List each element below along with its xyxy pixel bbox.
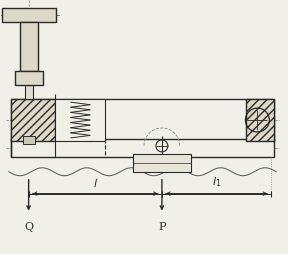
Bar bbox=[11, 100, 56, 141]
Bar bbox=[20, 23, 37, 72]
Text: Q: Q bbox=[24, 221, 33, 232]
Bar bbox=[133, 154, 191, 172]
Bar bbox=[25, 86, 33, 100]
Bar bbox=[11, 100, 274, 141]
Text: P: P bbox=[158, 221, 166, 232]
Bar bbox=[23, 136, 35, 144]
Bar bbox=[56, 100, 105, 141]
Text: $l$: $l$ bbox=[93, 176, 98, 188]
Bar bbox=[15, 72, 43, 86]
Bar bbox=[2, 9, 56, 23]
Bar bbox=[247, 100, 274, 141]
Text: $l_1$: $l_1$ bbox=[212, 174, 221, 188]
Bar bbox=[11, 139, 274, 157]
